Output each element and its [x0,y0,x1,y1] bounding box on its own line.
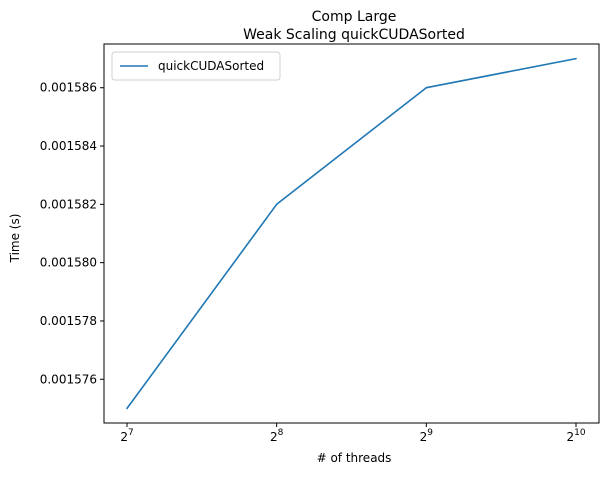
plot-area: 0.001576 0.001578 0.001580 0.001582 0.001584… [40,43,600,444]
y-tick-label: 0.001582 [40,197,97,211]
axes-frame [103,43,600,424]
y-tick-label: 0.001576 [40,372,97,386]
x-axis-label: # of threads [317,451,392,465]
chart-title: Comp Large [312,9,397,25]
data-point [575,57,577,60]
series-line [126,57,577,409]
data-point [425,86,428,89]
x-tick-label: 210 [566,428,585,444]
y-tick-label: 0.001584 [40,139,97,153]
y-tick-label: 0.001578 [40,314,97,328]
y-tick-label: 0.001580 [40,256,97,270]
legend: quickCUDASorted [111,51,281,81]
data-point [275,203,278,206]
data-point [126,407,128,410]
chart-subtitle: Weak Scaling quickCUDASorted [243,27,465,43]
legend-box [111,51,281,81]
y-tick-label: 0.001586 [40,81,97,95]
legend-label: quickCUDASorted [158,59,264,73]
x-tick-label: 29 [420,428,434,444]
y-axis-label: Time (s) [8,214,22,264]
x-tick-label: 27 [120,428,133,444]
x-tick-label: 28 [270,428,284,444]
